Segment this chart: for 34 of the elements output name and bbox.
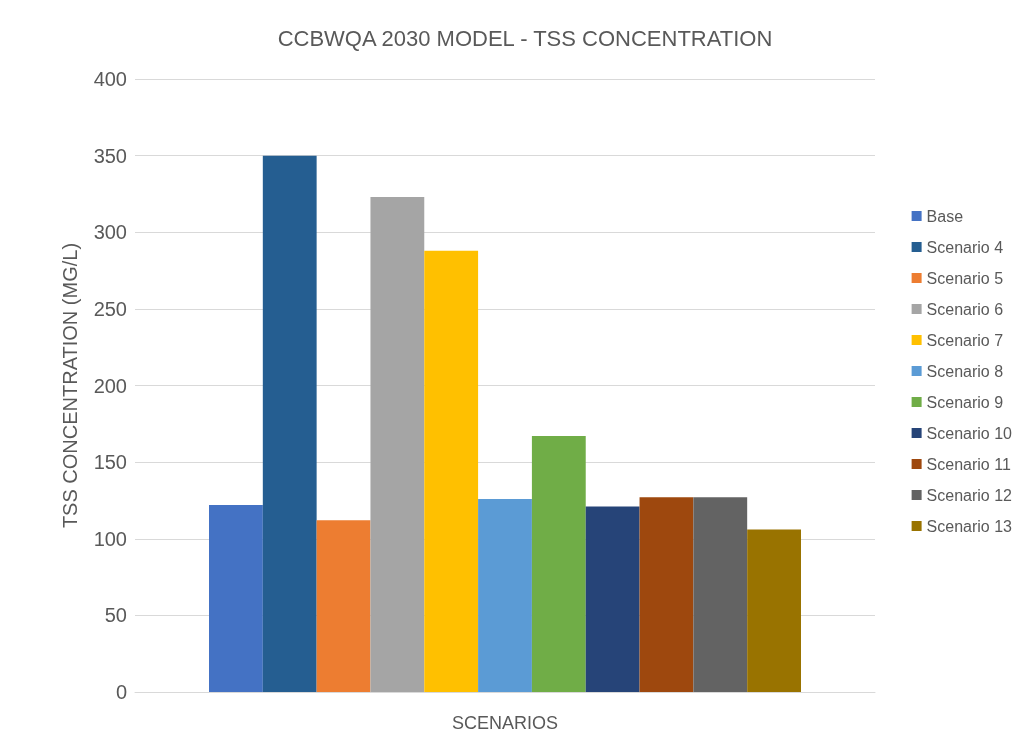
legend-label: Scenario 12 xyxy=(926,486,1013,504)
chart-title: CCBWQA 2030 MODEL - TSS CONCENTRATION xyxy=(277,25,773,51)
bar xyxy=(531,436,586,692)
y-tick-label: 400 xyxy=(93,68,127,90)
legend-label: Scenario 6 xyxy=(926,300,1004,318)
bar xyxy=(316,520,371,692)
y-tick-label: 350 xyxy=(93,144,127,167)
legend-label: Scenario 7 xyxy=(926,331,1004,349)
bar xyxy=(370,197,425,692)
y-tick-label: 100 xyxy=(93,527,127,550)
bar xyxy=(424,250,479,692)
y-tick-label: 0 xyxy=(115,681,127,703)
legend-label: Base xyxy=(926,207,964,225)
legend-label: Scenario 4 xyxy=(926,238,1004,256)
y-tick-label: 50 xyxy=(104,604,127,627)
legend-label: Scenario 9 xyxy=(926,393,1004,411)
y-axis-title: TSS CONCENTRATION (MG/L) xyxy=(59,242,81,529)
legend-label: Scenario 10 xyxy=(926,424,1013,442)
y-tick-label: 150 xyxy=(93,451,127,474)
bar xyxy=(747,529,801,692)
x-axis-title: SCENARIOS xyxy=(451,713,559,733)
legend-label: Scenario 8 xyxy=(926,362,1004,380)
y-tick-label: 300 xyxy=(93,221,127,244)
bar xyxy=(639,497,694,692)
y-tick-label: 250 xyxy=(93,297,127,320)
y-tick-label: 200 xyxy=(93,374,127,397)
bar xyxy=(585,506,640,692)
bar xyxy=(693,497,748,692)
legend-label: Scenario 13 xyxy=(926,517,1013,535)
bar xyxy=(478,498,532,692)
legend-label: Scenario 11 xyxy=(926,455,1011,473)
legend-label: Scenario 5 xyxy=(926,269,1004,287)
bar xyxy=(209,505,263,692)
bar xyxy=(262,155,317,692)
